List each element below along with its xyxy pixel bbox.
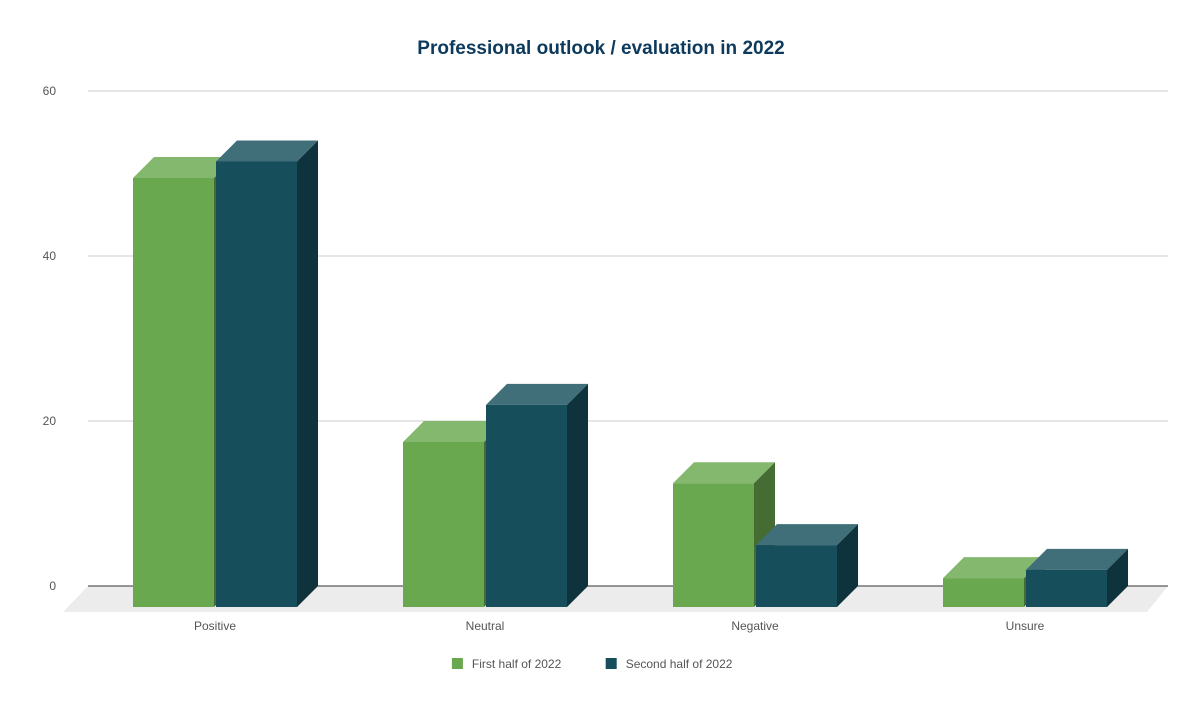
- bar-top-face: [673, 462, 775, 484]
- x-axis-ticks: Positive Neutral Negative Unsure: [194, 619, 1045, 633]
- y-tick-label: 40: [43, 249, 57, 263]
- x-tick-label: Unsure: [1006, 619, 1045, 633]
- y-tick-label: 20: [43, 414, 57, 428]
- legend-item: First half of 2022: [451, 657, 562, 671]
- bar-negative-series-2: [756, 524, 858, 607]
- bars-group: [133, 140, 1128, 607]
- bar-top-face: [133, 157, 235, 178]
- bar-top-face: [1026, 548, 1128, 570]
- legend-swatch: [605, 658, 617, 669]
- x-tick-label: Neutral: [466, 619, 505, 633]
- bar-front-face: [1026, 569, 1107, 607]
- bar-top-face: [943, 557, 1045, 579]
- chart-title: Professional outlook / evaluation in 202…: [417, 38, 784, 59]
- bar-front-face: [943, 578, 1024, 607]
- bar-top-face: [216, 140, 318, 162]
- legend-item: Second half of 2022: [605, 657, 733, 671]
- bar-positive-series-2: [216, 140, 318, 607]
- legend-swatch: [451, 658, 463, 669]
- bar-side-face: [837, 524, 858, 607]
- y-tick-label: 0: [49, 579, 56, 593]
- legend: First half of 2022 Second half of 2022: [451, 657, 733, 671]
- x-tick-label: Positive: [194, 619, 236, 633]
- x-tick-label: Negative: [731, 619, 779, 633]
- bar-top-face: [403, 421, 505, 442]
- bar-front-face: [403, 442, 484, 607]
- bar-front-face: [216, 161, 297, 607]
- y-axis-ticks: 0 20 40 60: [43, 84, 57, 593]
- bar-front-face: [133, 178, 214, 607]
- legend-label: First half of 2022: [472, 657, 562, 671]
- bar-side-face: [297, 140, 318, 607]
- chart-floor: [63, 586, 1168, 612]
- bar-front-face: [756, 545, 837, 607]
- y-tick-label: 60: [43, 84, 57, 98]
- bar-front-face: [486, 404, 567, 607]
- bar-top-face: [486, 383, 588, 405]
- bar-front-face: [673, 483, 754, 607]
- bar-side-face: [567, 383, 588, 607]
- bar-top-face: [756, 524, 858, 546]
- bar-unsure-series-2: [1026, 548, 1128, 607]
- bar-neutral-series-2: [486, 383, 588, 607]
- legend-label: Second half of 2022: [626, 657, 733, 671]
- bar-side-face: [1107, 548, 1128, 607]
